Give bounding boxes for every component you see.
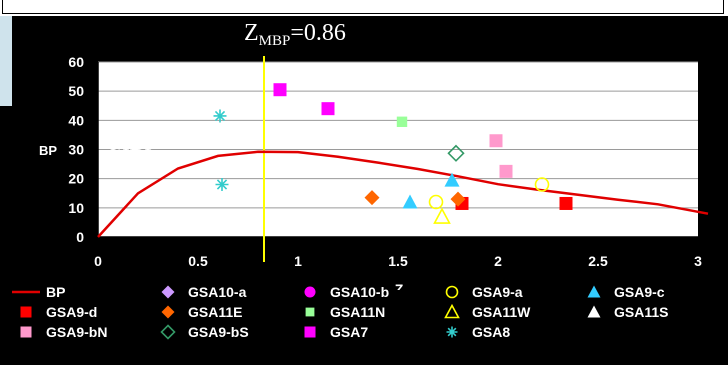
legend-label-gsa9-a: GSA9-a: [472, 284, 523, 300]
data-point-gsa9-bs: [447, 144, 465, 162]
x-tick-label: 1.5: [388, 253, 408, 269]
top-box: [2, 0, 724, 14]
data-point-gsa8: [213, 109, 227, 123]
legend-label-gsa8: GSA8: [472, 324, 511, 340]
legend-symbol-gsa11s: [587, 305, 601, 318]
data-point-gsa9-c: [444, 172, 460, 187]
curve-label: MBP: [110, 130, 156, 155]
legend-item-gsa7: GSA7: [296, 323, 368, 341]
data-point-gsa9-c: [402, 194, 418, 209]
series-line-bp: [97, 150, 709, 238]
legend-marker-gsa9-a: [445, 285, 459, 299]
x-tick-label: 2: [494, 253, 502, 269]
legend-item-gsa11e: GSA11E: [154, 303, 242, 321]
x-tick-label: 1: [294, 253, 302, 269]
legend: BP GSA10-a GSA10-b GSA9-a GSA9-c GSA9-d GSA11E…: [12, 280, 728, 365]
legend-item-gsa9-a: GSA9-a: [438, 283, 523, 301]
data-point-gsa9-bn: [489, 134, 503, 148]
legend-label-gsa9-bs: GSA9-bS: [188, 324, 249, 340]
legend-symbol-gsa11e: [161, 305, 175, 319]
y-tick-label: 30: [68, 142, 84, 158]
left-strip: [0, 16, 12, 106]
legend-item-bp: BP: [12, 283, 65, 301]
data-point-gsa11e: [364, 190, 380, 206]
legend-symbol-gsa8: [446, 326, 458, 338]
legend-marker-gsa11s: [587, 305, 601, 318]
legend-item-gsa9-bn: GSA9-bN: [12, 323, 107, 341]
legend-item-gsa9-d: GSA9-d: [12, 303, 97, 321]
legend-symbol-gsa11n: [305, 307, 315, 317]
legend-label-gsa9-d: GSA9-d: [46, 304, 98, 320]
legend-symbol-gsa10-b: [304, 286, 316, 298]
x-tick-label: 0.5: [188, 253, 208, 269]
legend-symbol-gsa9-bs: [160, 324, 176, 340]
x-tick-label: 2.5: [588, 253, 608, 269]
y-tick-label: 0: [76, 229, 84, 245]
legend-marker-gsa10-a: [161, 285, 175, 299]
legend-marker-gsa9-bn: [20, 326, 32, 338]
legend-marker-gsa10-b: [304, 286, 316, 298]
legend-symbol-bp: [12, 290, 40, 294]
plot-group: 0 10 20 30 40 50 60 0 0.5 1 1.5 2 2.5 3 Z BP: [39, 54, 709, 290]
data-point-gsa9-bn: [499, 164, 513, 178]
legend-item-gsa9-bs: GSA9-bS: [154, 323, 249, 341]
annotation-suffix: =0.86: [290, 20, 346, 46]
legend-symbol-gsa9-bn: [20, 326, 32, 338]
x-tick-label: 3: [694, 253, 702, 269]
data-point-gsa11w: [433, 207, 451, 224]
y-tick-label: 60: [68, 54, 84, 70]
data-point-gsa9-a: [534, 177, 550, 192]
legend-label-gsa10-b: GSA10-b: [330, 284, 390, 300]
legend-marker-gsa11w: [444, 303, 460, 319]
legend-label-gsa11e: GSA11E: [188, 304, 243, 320]
legend-marker-gsa9-d: [20, 306, 32, 318]
y-tick-label: 50: [68, 83, 84, 99]
legend-item-gsa10-b: GSA10-b: [296, 283, 389, 301]
legend-label-gsa7: GSA7: [330, 324, 369, 340]
legend-label-bp: BP: [46, 284, 66, 300]
x-axis-title: Z: [395, 281, 404, 290]
data-point-gsa11n: [396, 116, 408, 127]
annotation-subscript: MBP: [259, 33, 291, 49]
legend-symbol-gsa9-a: [445, 285, 459, 299]
legend-marker-gsa11e: [161, 305, 175, 319]
legend-symbol-gsa9-c: [587, 285, 601, 298]
legend-label-gsa9-c: GSA9-c: [614, 284, 665, 300]
legend-symbol-gsa11w: [444, 303, 460, 319]
legend-label-gsa11n: GSA11N: [330, 304, 386, 320]
y-tick-label: 10: [68, 200, 84, 216]
legend-symbol-gsa7: [304, 326, 316, 338]
legend-marker-gsa11n: [305, 307, 315, 317]
legend-symbol-gsa10-a: [161, 285, 175, 299]
data-point-gsa9-a: [428, 194, 444, 210]
legend-item-gsa8: GSA8: [438, 323, 510, 341]
data-point-gsa11e: [450, 191, 466, 207]
legend-label-gsa11w: GSA11W: [472, 304, 531, 320]
legend-item-gsa11n: GSA11N: [296, 303, 385, 321]
legend-marker-gsa8: [446, 326, 458, 338]
legend-marker-gsa7: [304, 326, 316, 338]
annotation-top: ZMBP=0.86: [244, 20, 346, 49]
x-tick-label: 0: [94, 253, 102, 269]
legend-symbol-gsa9-d: [20, 306, 32, 318]
data-point-gsa9-d: [559, 196, 573, 210]
y-axis-title: BP: [39, 143, 57, 158]
legend-marker-gsa9-bs: [160, 324, 176, 340]
data-point-gsa7: [273, 83, 287, 97]
legend-item-gsa11w: GSA11W: [438, 303, 530, 321]
legend-label-gsa9-bn: GSA9-bN: [46, 324, 108, 340]
legend-label-gsa11s: GSA11S: [614, 304, 669, 320]
legend-item-gsa11s: GSA11S: [580, 303, 668, 321]
legend-item-gsa10-a: GSA10-a: [154, 283, 246, 301]
y-tick-label: 40: [68, 112, 84, 128]
annotation-prefix: Z: [244, 20, 259, 46]
legend-item-gsa9-c: GSA9-c: [580, 283, 665, 301]
data-point-gsa8: [215, 178, 229, 191]
legend-label-gsa10-a: GSA10-a: [188, 284, 247, 300]
y-tick-label: 20: [68, 171, 84, 187]
legend-marker-gsa9-c: [587, 285, 601, 298]
data-point-gsa7: [321, 102, 335, 116]
